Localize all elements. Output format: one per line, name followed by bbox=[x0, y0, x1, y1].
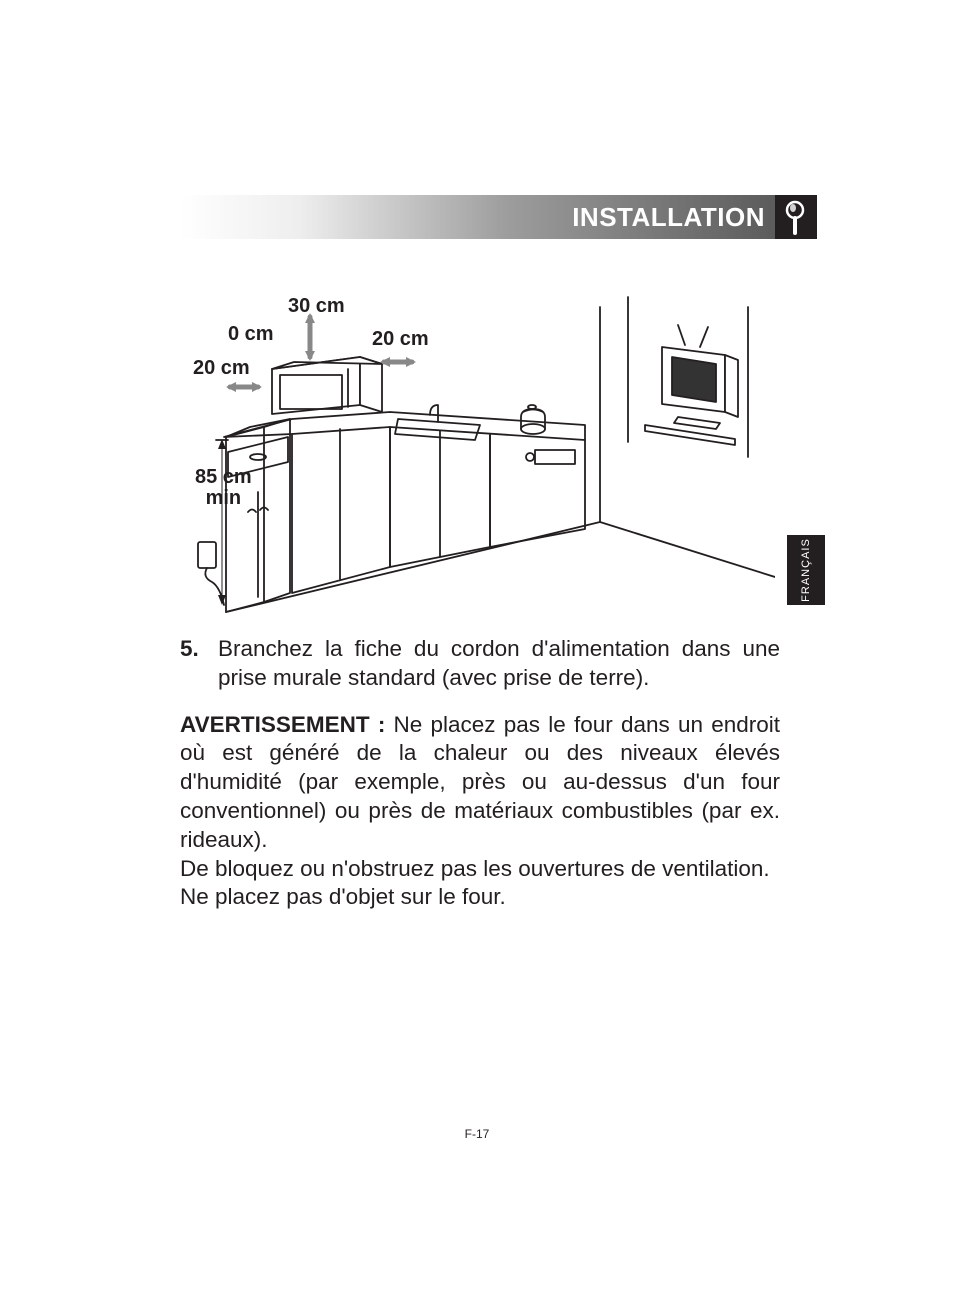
dim-top: 30 cm bbox=[288, 295, 345, 318]
dim-back: 0 cm bbox=[228, 323, 274, 346]
kitchen-illustration bbox=[180, 257, 775, 617]
installation-diagram: 30 cm 0 cm 20 cm 20 cm 85 cm min bbox=[180, 257, 775, 617]
section-title: INSTALLATION bbox=[572, 202, 765, 233]
warning-text-3: Ne placez pas d'objet sur le four. bbox=[180, 884, 506, 909]
page-number: F-17 bbox=[0, 1127, 954, 1141]
dim-height: 85 cm min bbox=[195, 467, 252, 509]
warning-label: AVERTISSEMENT : bbox=[180, 712, 385, 737]
warning-text-2: De bloquez ou n'obstruez pas les ouvertu… bbox=[180, 856, 770, 881]
dim-left: 20 cm bbox=[193, 357, 250, 380]
warning-paragraph: AVERTISSEMENT : Ne placez pas le four da… bbox=[180, 711, 780, 913]
magnifier-icon bbox=[775, 195, 817, 239]
step-5: 5. Branchez la fiche du cordon d'aliment… bbox=[180, 635, 780, 693]
step-number: 5. bbox=[180, 635, 218, 693]
section-header: INSTALLATION bbox=[180, 195, 775, 239]
document-page: INSTALLATION 30 cm 0 cm 20 cm 20 cm 85 c… bbox=[180, 195, 780, 912]
dim-right: 20 cm bbox=[372, 328, 429, 351]
step-text: Branchez la fiche du cordon d'alimentati… bbox=[218, 635, 780, 693]
language-tab: FRANÇAIS bbox=[787, 535, 825, 605]
body-text: 5. Branchez la fiche du cordon d'aliment… bbox=[180, 635, 780, 912]
